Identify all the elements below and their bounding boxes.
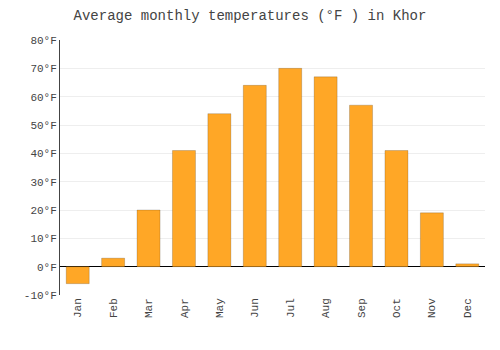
svg-text:Mar: Mar (143, 298, 155, 318)
svg-text:20°F: 20°F (30, 205, 56, 217)
svg-text:Feb: Feb (108, 298, 120, 318)
svg-text:80°F: 80°F (30, 35, 56, 47)
svg-text:Jul: Jul (285, 298, 297, 318)
svg-text:Average monthly temperatures (: Average monthly temperatures (°F ) in Kh… (74, 8, 427, 24)
svg-text:10°F: 10°F (30, 233, 56, 245)
svg-text:May: May (214, 298, 226, 318)
svg-text:Nov: Nov (426, 298, 438, 318)
svg-text:50°F: 50°F (30, 120, 56, 132)
svg-text:Aug: Aug (320, 298, 332, 318)
svg-text:Oct: Oct (391, 298, 403, 318)
svg-text:0°F: 0°F (37, 262, 57, 274)
svg-text:Jun: Jun (249, 298, 261, 318)
svg-text:60°F: 60°F (30, 92, 56, 104)
svg-text:Dec: Dec (462, 298, 474, 318)
svg-text:Apr: Apr (179, 298, 191, 318)
svg-text:30°F: 30°F (30, 177, 56, 189)
svg-text:40°F: 40°F (30, 148, 56, 160)
svg-text:Jan: Jan (72, 298, 84, 318)
svg-text:70°F: 70°F (30, 63, 56, 75)
svg-text:Sep: Sep (356, 298, 368, 318)
svg-text:-10°F: -10°F (24, 290, 57, 302)
